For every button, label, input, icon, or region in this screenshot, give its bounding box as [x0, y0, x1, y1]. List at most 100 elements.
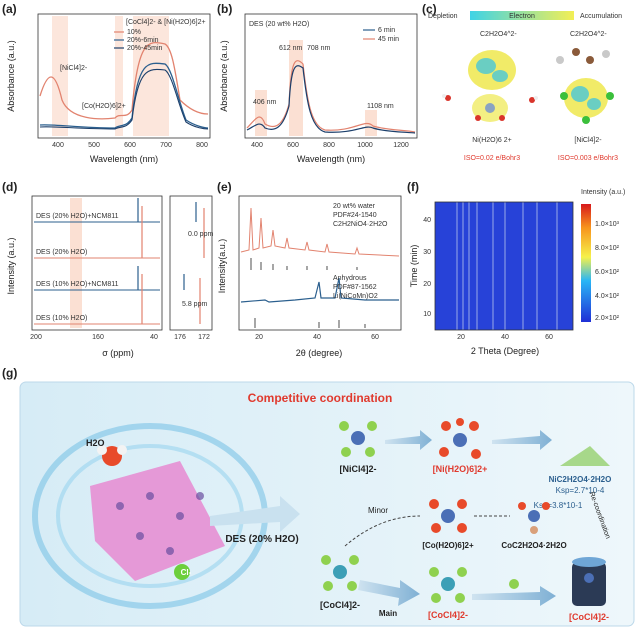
xtick: 176 — [174, 334, 186, 341]
xtick: 600 — [287, 142, 299, 149]
des-label: DES (20% H2O) — [225, 534, 298, 545]
y-axis-label: Intensity(a.u.) — [217, 239, 227, 294]
panel-g-scheme: H2O Cl- Competitive coordination [NiCl4]… — [19, 381, 635, 627]
legend-pdf87: PDF#87-1562 — [333, 284, 377, 291]
mol1-formula: C2H2O4^2- — [480, 31, 517, 38]
panel-b-chart: DES (20 wt% H2O) 6 min 45 min 406 nm 612… — [219, 13, 418, 164]
legend-nioxalate: C2H2NiO4·2H2O — [333, 221, 388, 228]
y-axis-label: Absorbance (a.u.) — [6, 40, 16, 112]
mol2-iso: ISO=0.003 e/Bohr3 — [558, 155, 618, 162]
x-axis-label: σ (ppm) — [102, 348, 134, 358]
xtick: 20 — [255, 334, 263, 341]
xtick: 700 — [160, 142, 172, 149]
xtick: 400 — [251, 142, 263, 149]
inset-label: 0.0 ppm — [188, 231, 213, 238]
minor-label: Minor — [368, 506, 388, 515]
mol1-iso: ISO=0.02 e/Bohr3 — [464, 155, 520, 162]
panel-a: (a) 10% 20%-6min 20%-45min [NiCl4]2- [Co… — [0, 0, 215, 170]
x-axis-label: Wavelength (nm) — [297, 154, 365, 164]
cbar-tick: 2.0×10² — [595, 315, 620, 322]
panel-b-label: (b) — [217, 2, 233, 16]
annot-406: 406 nm — [253, 99, 277, 106]
y-axis-label: Intensity (a.u.) — [6, 237, 16, 294]
trace-label: DES (10% H2O)+NCM811 — [36, 281, 119, 288]
ytick: 10 — [423, 311, 431, 318]
accumulation-label: Accumulation — [580, 13, 622, 20]
xtick: 600 — [124, 142, 136, 149]
nicl4-molecule — [339, 421, 377, 457]
mol1-complex: Ni(H2O)6 2+ — [472, 137, 511, 144]
ytick: 20 — [423, 281, 431, 288]
inset-label: 5.8 ppm — [182, 301, 207, 308]
y-axis-label: Absorbance (a.u.) — [219, 40, 229, 112]
annot-coh2o: [Co(H2O)6]2+ — [82, 103, 126, 110]
ni-oxalate-label: NiC2H2O4·2H2O — [549, 475, 612, 484]
ni-oxalate-precipitate — [560, 446, 610, 466]
xtick: 500 — [88, 142, 100, 149]
panel-e-chart: 20 wt% water PDF#24-1540 C2H2NiO4·2H2O A… — [217, 195, 402, 358]
legend-20-45min: 20%-45min — [127, 45, 163, 52]
legend-20wt: 20 wt% water — [333, 203, 376, 210]
panel-f-label: (f) — [407, 180, 419, 194]
arrow — [210, 496, 300, 532]
ytick: 30 — [423, 249, 431, 256]
panel-a-chart: 10% 20%-6min 20%-45min [NiCl4]2- [Co(H2O… — [6, 13, 211, 164]
x-axis-label: 2θ (degree) — [296, 348, 343, 358]
xtick: 40 — [501, 334, 509, 341]
cocl4-left-molecule — [321, 555, 359, 591]
ksp2-label: Ksp=3.8*10-1 — [534, 501, 583, 510]
cocl4-left-label: [CoCl4]2- — [320, 600, 360, 610]
legend-20-6min: 20%-6min — [127, 37, 159, 44]
co-oxalate-label: CoC2H2O4·2H2O — [501, 541, 566, 550]
water-label: H2O — [86, 438, 105, 448]
xtick: 400 — [52, 142, 64, 149]
panel-d-chart: DES (20% H2O)+NCM811 DES (20% H2O) DES (… — [6, 195, 213, 358]
cbar-tick: 4.0×10² — [595, 293, 620, 300]
x-axis-label: Wavelength (nm) — [90, 154, 158, 164]
colorbar-title: Intensity (a.u.) — [581, 189, 625, 196]
annot-612: 612 nm — [279, 45, 303, 52]
depletion-label: Depletion — [428, 13, 458, 20]
cbar-tick: 6.0×10² — [595, 269, 620, 276]
panel-f-chart: 10 20 30 40 20 40 60 2 Theta (Degree) Ti… — [409, 189, 625, 356]
xtick: 40 — [313, 334, 321, 341]
panel-c-figure: Depletion Electron Accumulation C2H2O4^2… — [428, 11, 622, 162]
xtick: 20 — [457, 334, 465, 341]
legend-6min: 6 min — [378, 27, 395, 34]
cbar-tick: 1.0×10³ — [595, 221, 620, 228]
panel-g-label: (g) — [2, 366, 18, 380]
x-axis-label: 2 Theta (Degree) — [471, 346, 539, 356]
legend-10: 10% — [127, 29, 141, 36]
xtick: 800 — [323, 142, 335, 149]
arrow — [472, 586, 556, 606]
panel-d: (d) DES (20% H2O)+NCM811 DES (20% H2O) D… — [0, 178, 215, 363]
ni-h2o-label: [Ni(H2O)6]2+ — [433, 464, 488, 474]
cbar-tick: 8.0×10² — [595, 245, 620, 252]
battery-container — [572, 557, 606, 606]
xtick: 172 — [198, 334, 210, 341]
annot-nicl4: [NiCl4]2- — [60, 65, 88, 72]
arrow — [492, 430, 552, 450]
nicl4-label: [NiCl4]2- — [339, 464, 376, 474]
arrow — [358, 580, 420, 606]
panel-b-title: DES (20 wt% H2O) — [249, 21, 309, 28]
legend-lincm: Li(NiCoMn)O2 — [333, 293, 378, 300]
xtick: 40 — [150, 334, 158, 341]
mol2-formula: C2H2O4^2- — [570, 31, 607, 38]
trace-label: DES (10% H2O) — [36, 315, 87, 322]
xtick: 60 — [545, 334, 553, 341]
panel-c: (c) Depletion Electron Accumulation C2H2… — [420, 0, 640, 170]
mol1-density — [442, 50, 538, 122]
trace-label: DES (20% H2O) — [36, 249, 87, 256]
panel-d-label: (d) — [2, 180, 18, 194]
panel-b: (b) DES (20 wt% H2O) 6 min 45 min 406 nm… — [215, 0, 420, 170]
panel-e: (e) 20 wt% water PDF#24-1540 C2H2NiO4·2H… — [215, 178, 405, 363]
ytick: 40 — [423, 217, 431, 224]
legend-anhydrous: Anhydrous — [333, 275, 367, 282]
legend-45min: 45 min — [378, 36, 399, 43]
chloride-label: Cl- — [181, 568, 192, 577]
cocl4-mid-label: [CoCl4]2- — [428, 610, 468, 620]
y-axis-label: Time (min) — [409, 245, 419, 288]
co-oxalate-molecule — [518, 502, 550, 534]
panel-c-label: (c) — [422, 2, 437, 16]
